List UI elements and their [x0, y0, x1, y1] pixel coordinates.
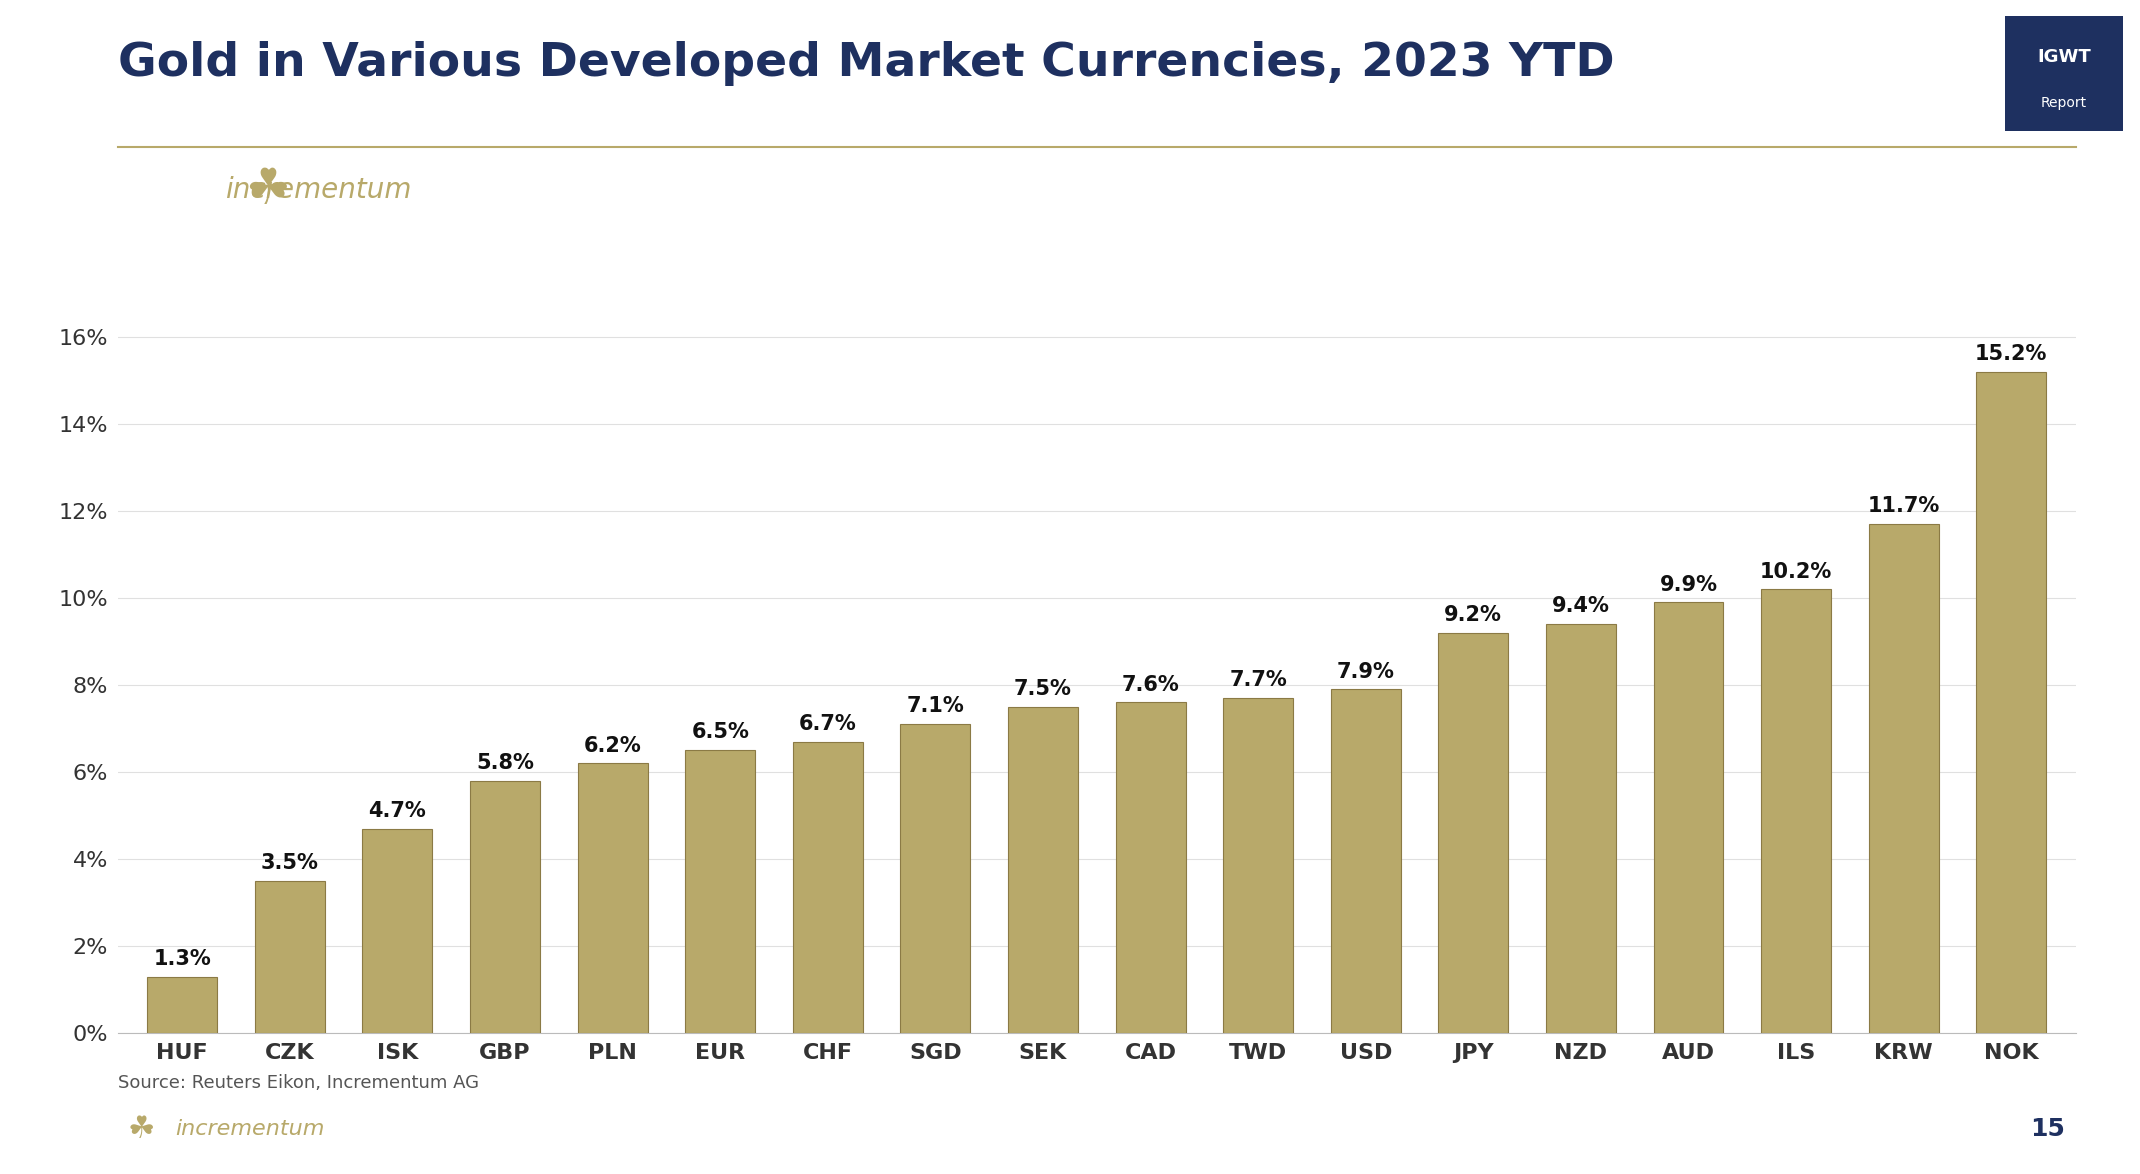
Text: Gold in Various Developed Market Currencies, 2023 YTD: Gold in Various Developed Market Currenc…	[118, 41, 1614, 86]
Bar	[1115, 702, 1186, 1033]
Bar	[148, 977, 218, 1033]
Text: 7.7%: 7.7%	[1228, 670, 1286, 690]
Bar	[685, 750, 755, 1033]
Text: 7.9%: 7.9%	[1338, 662, 1395, 682]
Bar	[1224, 699, 1293, 1033]
Bar	[1545, 625, 1616, 1033]
Bar	[792, 742, 862, 1033]
Bar	[1008, 707, 1079, 1033]
Text: 7.5%: 7.5%	[1014, 679, 1072, 699]
Text: 9.9%: 9.9%	[1658, 574, 1718, 594]
Bar	[901, 724, 969, 1033]
Text: incrementum: incrementum	[225, 176, 411, 204]
Bar	[1438, 633, 1509, 1033]
Bar	[578, 763, 648, 1033]
Bar	[1761, 589, 1832, 1033]
Text: 6.2%: 6.2%	[584, 736, 642, 756]
Bar	[362, 829, 432, 1033]
Text: 11.7%: 11.7%	[1868, 497, 1939, 517]
Text: 3.5%: 3.5%	[261, 853, 319, 873]
Text: 10.2%: 10.2%	[1759, 561, 1832, 581]
Text: incrementum: incrementum	[175, 1119, 325, 1140]
Bar	[1654, 602, 1723, 1033]
Text: 15.2%: 15.2%	[1975, 344, 2048, 364]
Text: 15: 15	[2031, 1118, 2065, 1141]
Bar	[1975, 372, 2046, 1033]
Text: ☘: ☘	[246, 166, 289, 214]
Text: 4.7%: 4.7%	[368, 801, 426, 821]
Text: 7.1%: 7.1%	[907, 696, 965, 716]
Text: ☘: ☘	[128, 1115, 154, 1145]
Text: 9.4%: 9.4%	[1552, 596, 1609, 616]
Bar	[1868, 524, 1939, 1033]
Text: 9.2%: 9.2%	[1444, 605, 1502, 625]
Bar	[471, 781, 539, 1033]
Text: 5.8%: 5.8%	[475, 753, 535, 772]
Bar	[1331, 689, 1402, 1033]
Bar	[255, 880, 325, 1033]
Text: 1.3%: 1.3%	[154, 949, 212, 969]
Text: Source: Reuters Eikon, Incrementum AG: Source: Reuters Eikon, Incrementum AG	[118, 1074, 479, 1092]
Text: 6.5%: 6.5%	[691, 722, 749, 742]
Text: IGWT: IGWT	[2037, 48, 2091, 66]
Text: 6.7%: 6.7%	[798, 714, 856, 734]
Text: Report: Report	[2042, 96, 2086, 109]
Text: 7.6%: 7.6%	[1121, 675, 1179, 695]
